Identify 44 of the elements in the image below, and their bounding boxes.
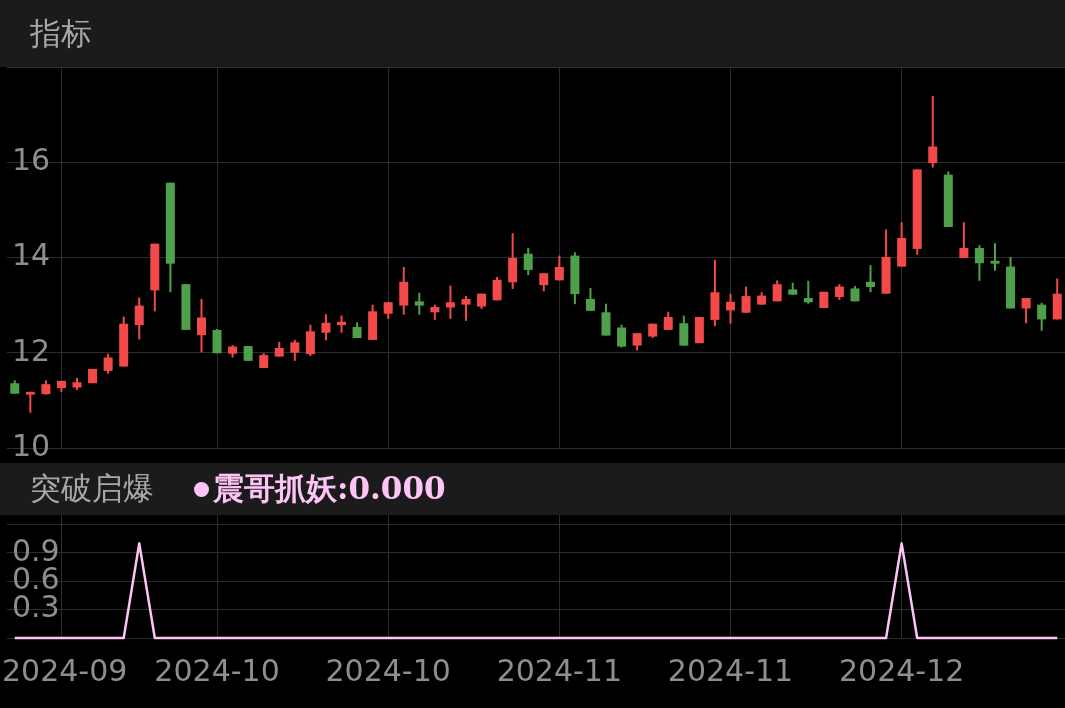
candlestick — [803, 279, 813, 305]
candlestick — [601, 302, 611, 337]
x-tick-label: 2024-09 — [1, 652, 128, 688]
candlestick — [134, 296, 144, 341]
candlestick — [741, 285, 751, 314]
candlestick — [305, 323, 315, 358]
x-tick-label: 2024-10 — [154, 652, 280, 688]
candlestick — [196, 297, 206, 354]
y-tick-label: 0.9 — [12, 532, 60, 568]
y-tick-label: 0.3 — [12, 589, 60, 625]
candlestick — [959, 221, 969, 259]
candlestick — [974, 244, 984, 282]
candlestick — [321, 313, 331, 342]
y-tick-label: 12 — [12, 332, 51, 368]
candlestick — [663, 310, 673, 331]
candlestick — [585, 286, 595, 312]
candlestick — [445, 284, 455, 320]
x-tick-label: 2024-12 — [838, 652, 965, 688]
candlestick — [399, 266, 409, 316]
y-tick-label: 14 — [12, 237, 51, 273]
y-tick-label: 10 — [12, 427, 51, 463]
candlestick — [414, 291, 424, 316]
x-tick-label: 2024-10 — [325, 652, 451, 688]
candlestick — [539, 272, 549, 293]
candlestick — [866, 264, 876, 294]
chart-title: 指标 — [30, 13, 92, 53]
candlestick — [103, 352, 113, 375]
x-tick-label: 2024-11 — [496, 652, 623, 688]
candlestick — [679, 314, 689, 347]
y-tick-label: 16 — [12, 142, 51, 178]
legend-label: 震哥抓妖:0.000 — [213, 469, 446, 508]
candlestick — [554, 254, 564, 282]
candlestick — [290, 338, 300, 362]
candlestick — [617, 323, 627, 349]
candlestick — [461, 295, 471, 322]
candlestick — [1021, 296, 1031, 325]
x-tick-label: 2024-11 — [667, 652, 794, 688]
candlestick — [990, 242, 1000, 272]
chart-title: 突破启爆 — [30, 469, 154, 508]
candlestick — [212, 327, 222, 355]
candlestick — [523, 246, 533, 277]
candlestick — [725, 292, 735, 325]
candlestick — [928, 95, 938, 169]
candlestick — [1037, 301, 1047, 332]
